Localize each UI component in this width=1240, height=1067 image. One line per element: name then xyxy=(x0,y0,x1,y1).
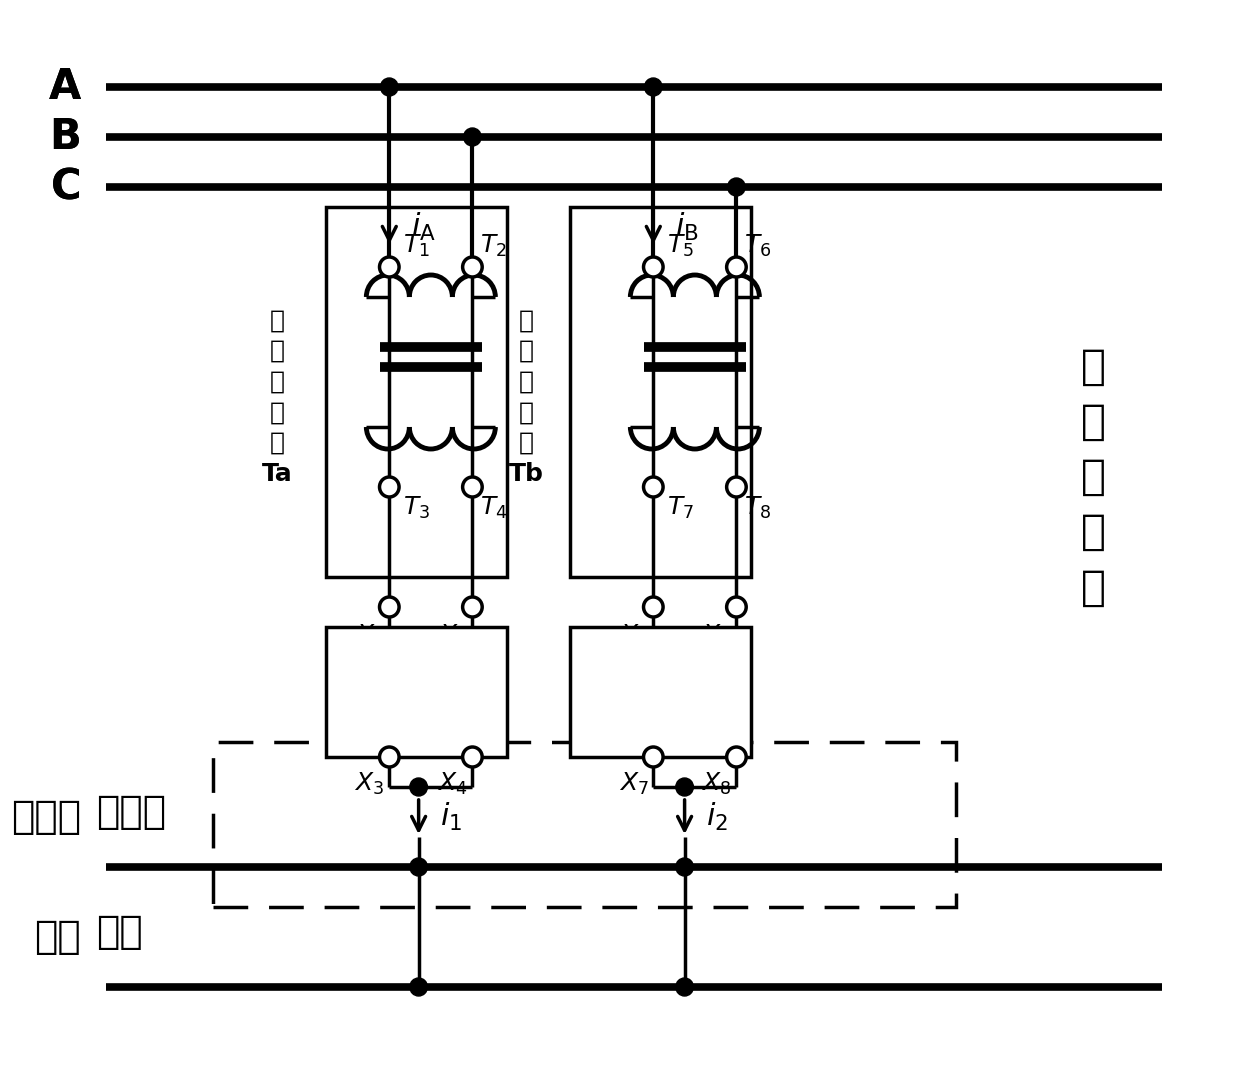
Text: $X_2$: $X_2$ xyxy=(438,623,467,649)
Text: B: B xyxy=(50,116,82,158)
Text: $X_8$: $X_8$ xyxy=(702,771,732,797)
Text: A: A xyxy=(50,66,82,108)
Circle shape xyxy=(644,598,663,617)
Circle shape xyxy=(463,598,482,617)
Text: 单
相
变
压
器
Tb: 单 相 变 压 器 Tb xyxy=(508,308,543,485)
Circle shape xyxy=(410,978,428,996)
Text: $T_3$: $T_3$ xyxy=(403,495,430,521)
Text: $i_2$: $i_2$ xyxy=(706,801,728,833)
Text: $T_5$: $T_5$ xyxy=(667,233,694,259)
Circle shape xyxy=(645,78,662,96)
Text: 接触网: 接触网 xyxy=(11,798,82,837)
Circle shape xyxy=(463,257,482,277)
Circle shape xyxy=(644,477,663,497)
Text: 钉轨: 钉轨 xyxy=(95,913,143,951)
Text: 牵
引
变
电
所: 牵 引 变 电 所 xyxy=(1081,346,1106,608)
Circle shape xyxy=(727,598,746,617)
Circle shape xyxy=(463,747,482,767)
Circle shape xyxy=(379,747,399,767)
Text: $i_\mathrm{B}$: $i_\mathrm{B}$ xyxy=(675,211,698,243)
Text: $T_1$: $T_1$ xyxy=(403,233,430,259)
Circle shape xyxy=(676,858,693,876)
Circle shape xyxy=(379,257,399,277)
Text: $X_3$: $X_3$ xyxy=(355,771,384,797)
Bar xyxy=(570,207,751,577)
Circle shape xyxy=(644,257,663,277)
Text: $T_4$: $T_4$ xyxy=(480,495,507,521)
Text: $X_1$: $X_1$ xyxy=(355,623,384,649)
Text: $X_5$: $X_5$ xyxy=(619,623,649,649)
Bar xyxy=(570,627,751,757)
Circle shape xyxy=(379,477,399,497)
Text: 接触网: 接触网 xyxy=(95,793,166,831)
Circle shape xyxy=(676,778,693,796)
Text: CPSC1: CPSC1 xyxy=(361,678,471,706)
Circle shape xyxy=(728,178,745,196)
Text: C: C xyxy=(51,166,82,208)
Circle shape xyxy=(410,858,428,876)
Circle shape xyxy=(410,778,428,796)
Text: A: A xyxy=(50,66,82,108)
Circle shape xyxy=(379,598,399,617)
Text: CPSC2: CPSC2 xyxy=(605,678,715,706)
Circle shape xyxy=(463,477,482,497)
Circle shape xyxy=(727,257,746,277)
Bar xyxy=(326,207,507,577)
Circle shape xyxy=(727,747,746,767)
Text: B: B xyxy=(50,116,82,158)
Text: $T_8$: $T_8$ xyxy=(744,495,771,521)
Text: $i_1$: $i_1$ xyxy=(440,801,463,833)
Text: 钉轨: 钉轨 xyxy=(35,918,82,956)
Circle shape xyxy=(676,978,693,996)
Bar xyxy=(326,627,507,757)
Text: $i_\mathrm{A}$: $i_\mathrm{A}$ xyxy=(410,211,435,243)
Text: $T_7$: $T_7$ xyxy=(667,495,694,521)
Bar xyxy=(213,742,956,907)
Text: $X_7$: $X_7$ xyxy=(619,771,649,797)
Text: $T_6$: $T_6$ xyxy=(744,233,771,259)
Text: $T_2$: $T_2$ xyxy=(480,233,507,259)
Circle shape xyxy=(381,78,398,96)
Text: $X_6$: $X_6$ xyxy=(702,623,732,649)
Circle shape xyxy=(727,477,746,497)
Circle shape xyxy=(644,747,663,767)
Text: C: C xyxy=(51,166,82,208)
Circle shape xyxy=(464,128,481,146)
Text: 单
相
变
压
器
Ta: 单 相 变 压 器 Ta xyxy=(262,308,293,485)
Text: $X_4$: $X_4$ xyxy=(438,771,467,797)
